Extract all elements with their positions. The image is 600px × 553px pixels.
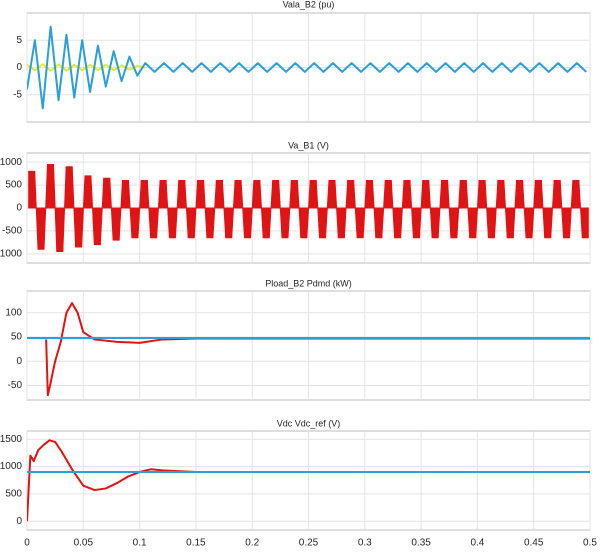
area-segment — [319, 207, 327, 239]
area-segment — [253, 180, 261, 209]
area-segment — [262, 207, 270, 239]
area-segment — [159, 180, 167, 209]
y-tick-label: 500 — [5, 180, 22, 191]
area-segment — [394, 207, 402, 239]
x-tick-label: 0 — [24, 538, 30, 549]
x-tick-label: 0.25 — [299, 538, 319, 549]
x-tick-label: 0.45 — [524, 538, 544, 549]
area-segment — [140, 180, 148, 209]
x-tick-label: 0.2 — [245, 538, 259, 549]
y-tick-label: 0 — [16, 203, 22, 214]
area-segment — [525, 207, 533, 239]
y-tick-label: -500 — [2, 226, 22, 237]
area-segment — [244, 207, 252, 239]
area-segment — [403, 180, 411, 209]
area-segment — [384, 180, 392, 209]
chart-title: Vala_B2 (pu) — [283, 0, 335, 9]
y-tick-label: 1000 — [0, 461, 22, 472]
area-segment — [497, 180, 505, 209]
chart-title: Va_B1 (V) — [288, 140, 329, 150]
y-tick-label: 0 — [16, 62, 22, 73]
area-segment — [478, 180, 486, 209]
area-segment — [290, 180, 298, 209]
area-segment — [375, 207, 383, 239]
area-segment — [347, 180, 355, 209]
area-segment — [422, 180, 430, 209]
y-tick-label: 5 — [16, 35, 22, 46]
area-segment — [150, 207, 158, 239]
area-segment — [563, 207, 571, 239]
area-segment — [441, 180, 449, 209]
y-tick-label: 1500 — [0, 434, 22, 445]
y-tick-label: 1000 — [0, 157, 22, 168]
area-segment — [46, 163, 54, 209]
area-segment — [337, 207, 345, 239]
area-segment — [206, 207, 214, 239]
area-segment — [516, 180, 524, 209]
y-tick-label: 50 — [11, 332, 23, 343]
series-line — [45, 302, 590, 397]
y-tick-label: -50 — [8, 380, 23, 391]
area-segment — [365, 180, 373, 209]
area-segment — [234, 180, 242, 209]
area-segment — [112, 207, 120, 241]
chart-title: Vdc Vdc_ref (V) — [277, 418, 341, 428]
area-segment — [187, 207, 195, 239]
area-segment — [309, 180, 317, 209]
area-segment — [168, 207, 176, 239]
x-tick-label: 0.1 — [133, 538, 147, 549]
x-tick-label: 0.3 — [358, 538, 372, 549]
area-segment — [178, 180, 186, 209]
area-segment — [356, 207, 364, 239]
area-segment — [300, 207, 308, 239]
x-tick-label: 0.35 — [411, 538, 431, 549]
area-segment — [75, 207, 83, 248]
area-segment — [459, 180, 467, 209]
area-segment — [328, 180, 336, 209]
area-segment — [103, 177, 111, 209]
x-tick-label: 0.5 — [583, 538, 597, 549]
y-tick-label: -1000 — [0, 248, 22, 259]
y-tick-label: 0 — [16, 516, 22, 527]
y-tick-label: 500 — [5, 489, 22, 500]
x-tick-label: 0.15 — [186, 538, 206, 549]
area-segment — [37, 207, 45, 250]
area-segment — [121, 180, 129, 209]
x-tick-label: 0.4 — [470, 538, 484, 549]
area-segment — [450, 207, 458, 239]
area-segment — [215, 180, 223, 209]
area-segment — [93, 207, 101, 246]
series-line — [27, 439, 590, 522]
area-segment — [131, 207, 139, 239]
area-segment — [84, 175, 92, 209]
area-segment — [225, 207, 233, 239]
area-segment — [544, 207, 552, 239]
area-segment — [197, 180, 205, 209]
area-segment — [581, 207, 589, 239]
area-segment — [28, 170, 36, 209]
area-segment — [534, 180, 542, 209]
x-tick-label: 0.05 — [74, 538, 94, 549]
area-segment — [506, 207, 514, 239]
area-segment — [487, 207, 495, 239]
area-segment — [412, 207, 420, 239]
area-segment — [281, 207, 289, 239]
area-segment — [553, 180, 561, 209]
area-segment — [272, 180, 280, 209]
series-line — [27, 25, 587, 110]
area-segment — [572, 180, 580, 209]
y-tick-label: 100 — [5, 307, 22, 318]
area-segment — [469, 207, 477, 239]
area-segment — [56, 207, 64, 253]
chart-title: Pload_B2 Pdmd (kW) — [265, 278, 352, 288]
area-segment — [431, 207, 439, 239]
y-tick-label: -5 — [13, 89, 22, 100]
area-segment — [65, 166, 73, 209]
y-tick-label: 0 — [16, 356, 22, 367]
